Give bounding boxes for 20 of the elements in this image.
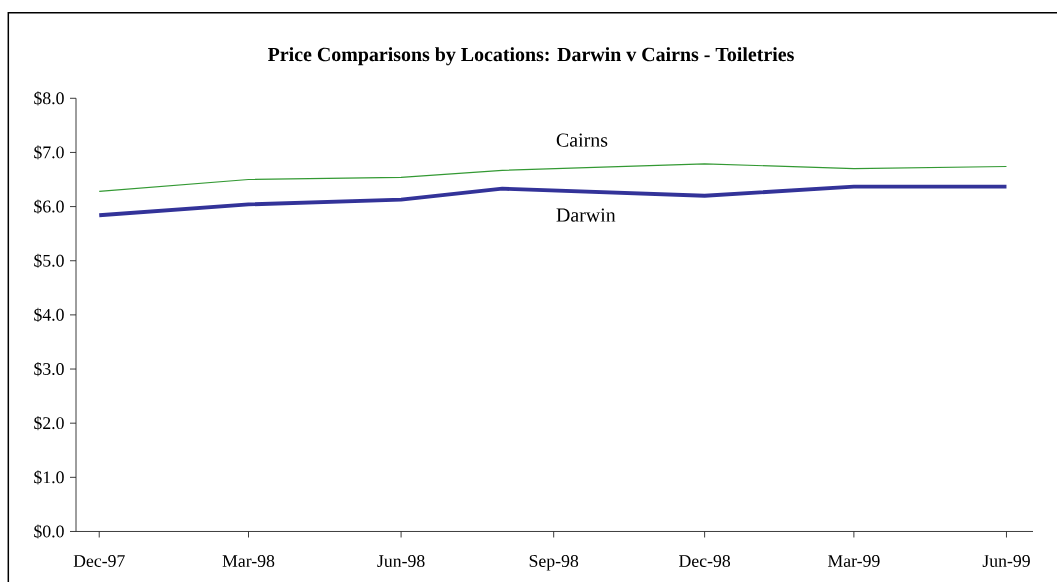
x-tick-label: Sep-98 — [529, 555, 579, 571]
x-tick-label: Mar-98 — [222, 555, 275, 567]
x-tick-label: Dec-98 — [679, 555, 731, 567]
x-tick-label: Mar-99 — [827, 555, 880, 567]
x-tick-label: Jun-98 — [377, 555, 425, 567]
y-tick-label: $4.0 — [34, 307, 64, 322]
y-tick-label: $0.0 — [34, 524, 64, 539]
y-tick-label: $5.0 — [34, 253, 64, 268]
chart-title: Price Comparisons by Locations: Darwin v Cairns - Toiletries — [268, 47, 794, 66]
x-tick-label: Dec-97 — [73, 555, 125, 567]
x-tick-label: Jun-99 — [982, 555, 1030, 567]
y-tick-label: $2.0 — [34, 416, 64, 431]
y-tick-label: $8.0 — [34, 91, 64, 106]
series-label: Cairns — [556, 133, 608, 147]
y-tick-label: $7.0 — [34, 145, 64, 160]
y-tick-label: $6.0 — [34, 199, 64, 214]
y-tick-label: $1.0 — [34, 470, 64, 485]
line-series — [98, 163, 1008, 193]
series-label: Darwin — [556, 208, 616, 222]
y-tick-label: $3.0 — [34, 361, 64, 377]
